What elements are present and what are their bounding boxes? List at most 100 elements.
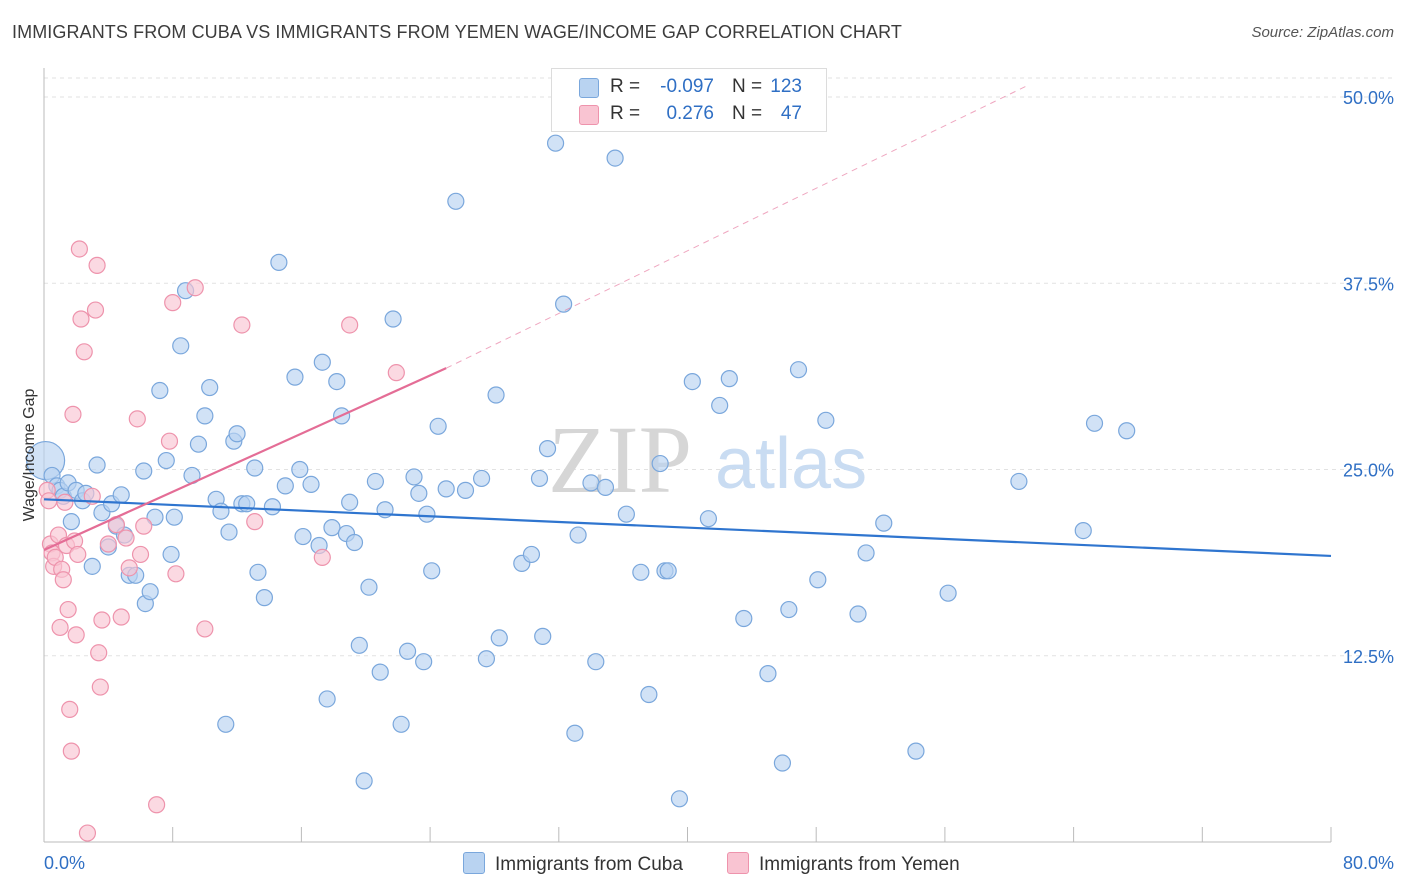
y-tick-label: 25.0% xyxy=(1343,461,1394,481)
data-point xyxy=(255,589,273,607)
data-point xyxy=(246,459,264,477)
data-point xyxy=(360,578,378,596)
data-point xyxy=(857,544,875,562)
data-point xyxy=(371,663,389,681)
tick-labels: 12.5% 25.0% 37.5% 50.0% 0.0% 80.0% xyxy=(44,88,1394,873)
data-point xyxy=(90,644,108,662)
data-point xyxy=(780,600,798,619)
legend-item-yemen[interactable]: Immigrants from Yemen xyxy=(727,852,960,876)
data-point xyxy=(398,642,417,660)
data-point xyxy=(1085,414,1104,432)
data-point xyxy=(1010,472,1028,491)
data-point xyxy=(157,451,175,470)
data-point xyxy=(117,529,135,547)
data-point xyxy=(189,435,208,453)
data-point xyxy=(487,386,505,404)
data-point xyxy=(61,700,79,718)
data-point xyxy=(355,772,373,790)
data-point xyxy=(1074,521,1092,540)
data-point xyxy=(538,440,557,458)
y-tick-label: 12.5% xyxy=(1343,647,1394,667)
data-point xyxy=(720,370,738,388)
y-axis-label: Wage/Income Gap xyxy=(21,389,38,522)
data-point xyxy=(78,824,97,842)
data-point xyxy=(112,486,130,504)
data-point xyxy=(849,605,867,623)
yemen-legend-swatch xyxy=(727,852,749,874)
source-label: Source: ZipAtlas.com xyxy=(1251,24,1394,41)
data-point xyxy=(651,454,669,473)
data-point xyxy=(415,653,433,671)
data-point xyxy=(302,475,320,493)
data-point xyxy=(56,493,74,511)
data-point xyxy=(313,548,331,567)
data-point xyxy=(345,533,364,552)
data-point xyxy=(405,468,423,486)
data-point xyxy=(86,301,105,319)
n-value: 123 xyxy=(770,76,802,97)
r-value: -0.097 xyxy=(660,76,714,97)
data-point xyxy=(135,517,153,535)
data-point xyxy=(534,627,552,645)
data-point xyxy=(735,609,753,628)
data-point xyxy=(323,519,341,537)
data-point xyxy=(54,571,72,589)
data-point xyxy=(817,411,835,429)
stats-row-yemen: R = 0.276 N = 47 xyxy=(552,100,826,126)
r-label: R = xyxy=(610,76,641,97)
chart-title: IMMIGRANTS FROM CUBA VS IMMIGRANTS FROM … xyxy=(12,22,902,42)
data-point xyxy=(341,493,359,511)
data-point xyxy=(62,513,80,531)
data-point xyxy=(164,294,182,312)
watermark-zip: ZIP xyxy=(548,406,692,513)
data-point xyxy=(546,134,565,152)
data-point xyxy=(566,724,584,742)
data-point xyxy=(1118,422,1136,440)
trend-line-cuba xyxy=(43,498,1332,558)
data-point xyxy=(418,505,436,523)
cuba-swatch xyxy=(579,78,599,98)
data-point xyxy=(447,192,465,210)
data-point xyxy=(875,514,893,532)
data-point xyxy=(456,481,475,499)
data-point xyxy=(472,469,491,488)
data-point xyxy=(172,337,190,355)
cuba-legend-swatch xyxy=(463,852,485,874)
data-point xyxy=(286,368,304,386)
data-point xyxy=(167,565,185,583)
watermark-atlas: atlas xyxy=(715,424,867,504)
data-point xyxy=(91,678,109,696)
data-point xyxy=(410,484,428,502)
data-point xyxy=(437,480,455,498)
data-point xyxy=(699,510,718,528)
watermark: ZIP atlas xyxy=(548,406,867,513)
data-point xyxy=(773,754,792,772)
data-point xyxy=(59,600,77,619)
data-point xyxy=(659,562,677,580)
data-point xyxy=(587,653,605,671)
legend-label-cuba: Immigrants from Cuba xyxy=(495,854,683,875)
data-point xyxy=(683,372,701,391)
data-point xyxy=(162,545,180,564)
data-point xyxy=(366,472,385,491)
grid-lines xyxy=(44,77,1394,657)
data-point xyxy=(711,396,729,415)
n-label: N = xyxy=(732,76,763,97)
data-point xyxy=(151,381,169,400)
data-point xyxy=(328,372,346,391)
r-label: R = xyxy=(610,103,641,124)
data-point xyxy=(62,742,80,760)
yemen-swatch xyxy=(579,105,599,125)
data-point xyxy=(51,618,69,637)
data-point xyxy=(75,343,93,361)
data-point xyxy=(270,253,288,271)
n-value: 47 xyxy=(780,103,802,124)
y-tick-label: 37.5% xyxy=(1343,274,1394,294)
stats-row-cuba: R = -0.097 N = 123 xyxy=(552,73,826,99)
n-label: N = xyxy=(732,103,763,124)
data-point xyxy=(131,545,150,564)
legend-item-cuba[interactable]: Immigrants from Cuba xyxy=(463,852,683,876)
data-point xyxy=(606,149,624,167)
data-point xyxy=(99,535,117,553)
